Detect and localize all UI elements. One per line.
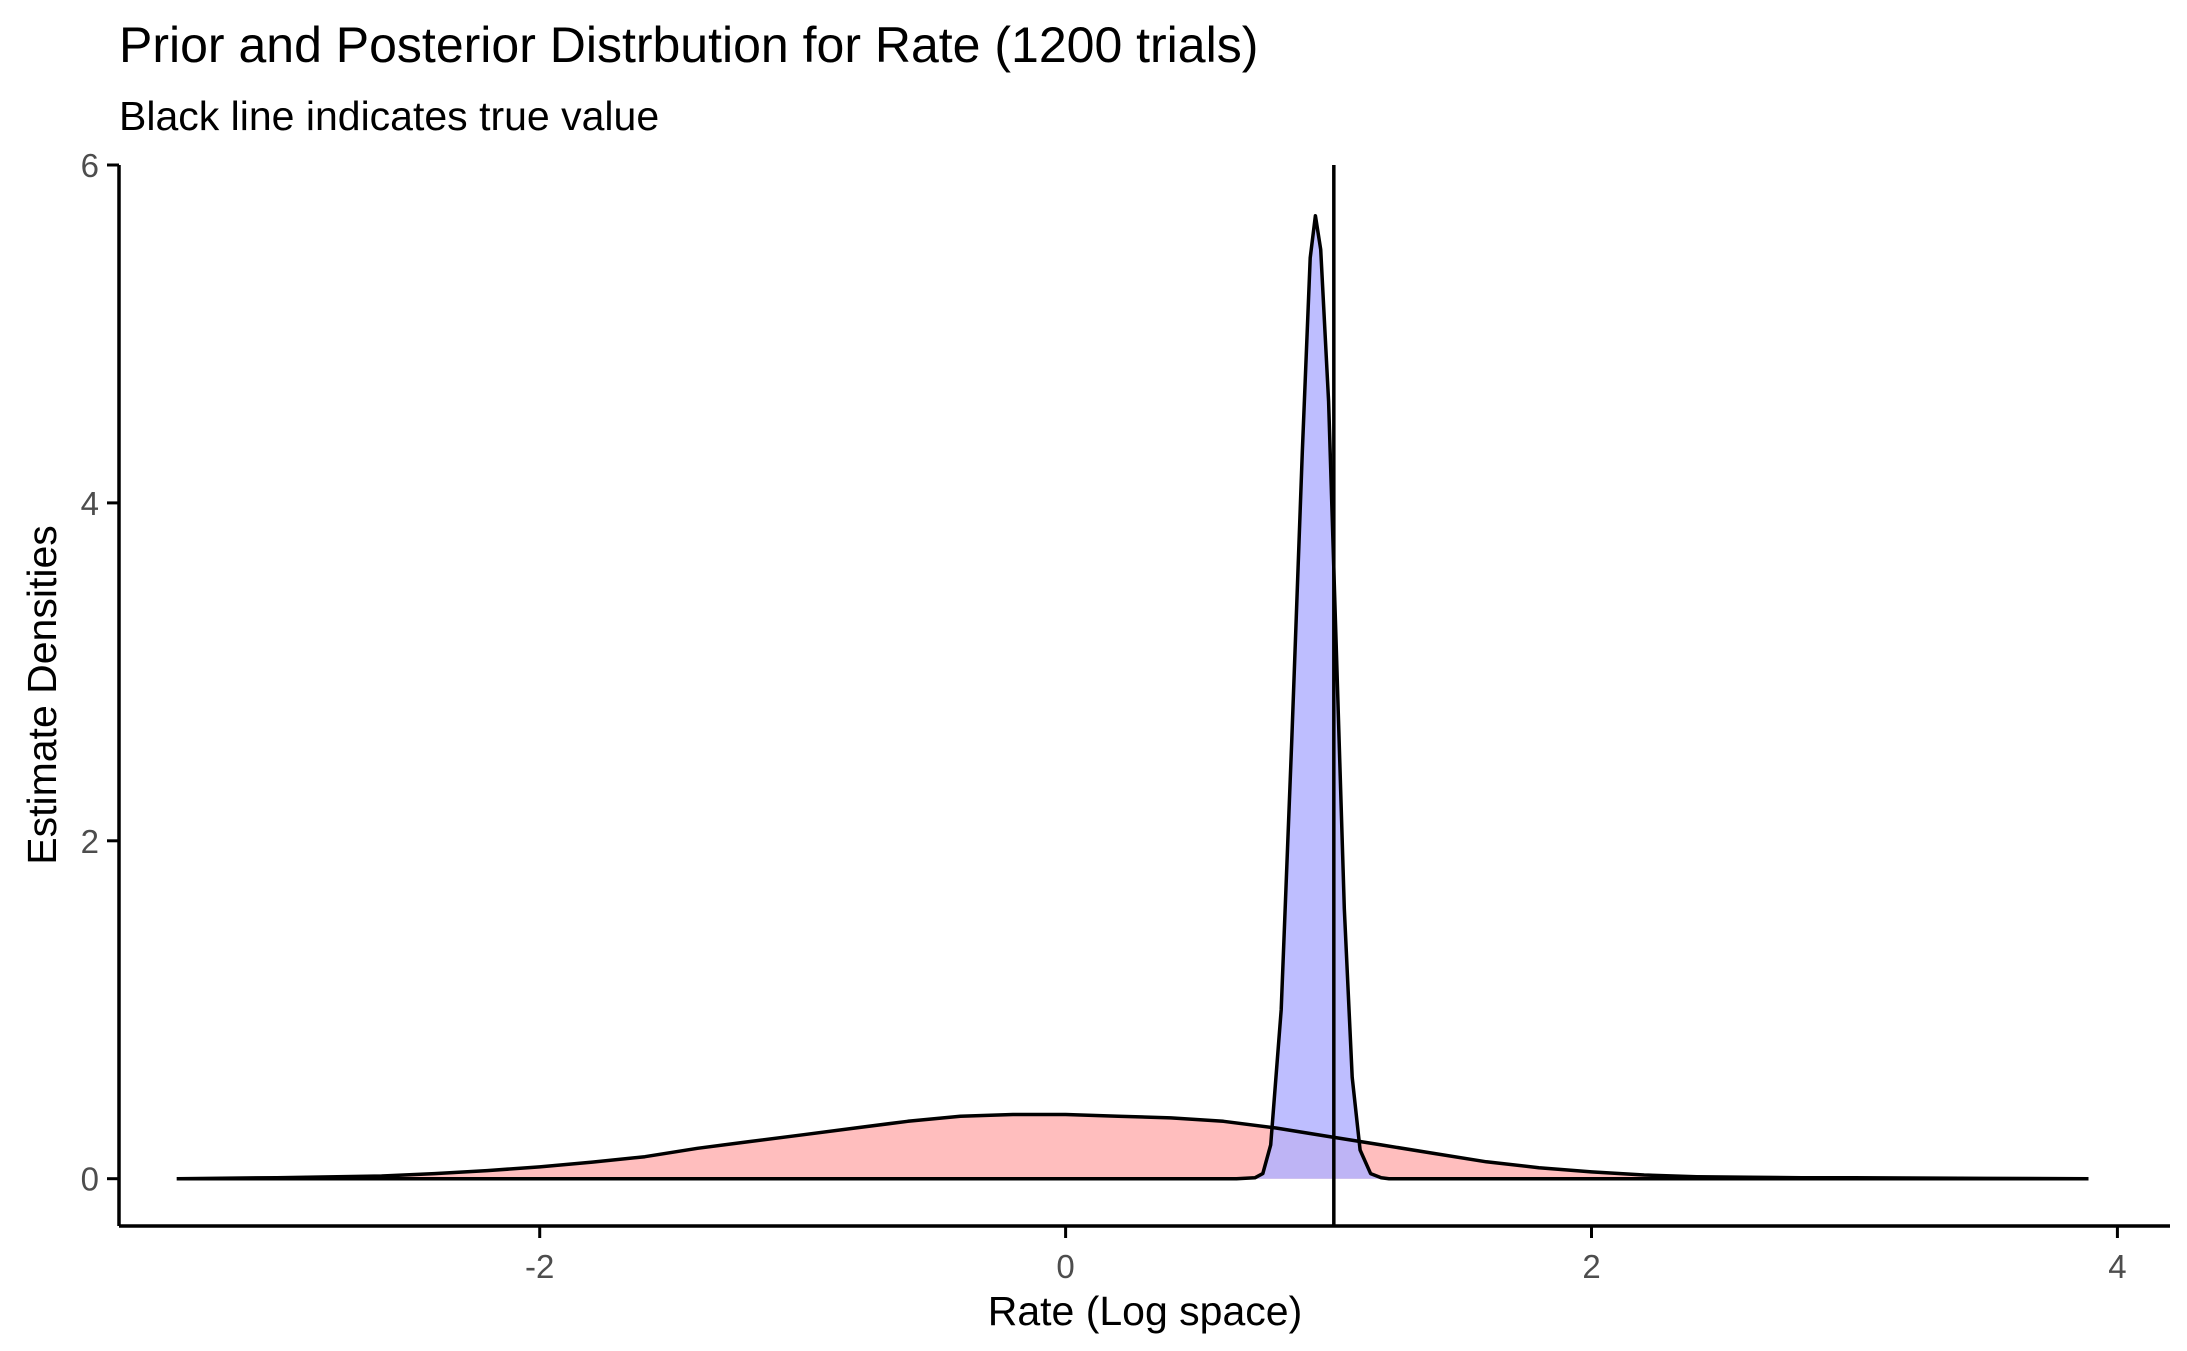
chart-subtitle: Black line indicates true value — [119, 93, 659, 139]
density-curve-2 — [176, 213, 2089, 1181]
y-tick-label: 0 — [81, 1161, 99, 1198]
x-tick-label: 2 — [1582, 1248, 1600, 1285]
y-tick-label: 2 — [81, 823, 99, 860]
density-areas — [176, 215, 2089, 1179]
x-tick-label: 0 — [1056, 1248, 1074, 1285]
x-ticks: -2 0 2 4 — [525, 1226, 2127, 1285]
x-tick-label: 4 — [2108, 1248, 2126, 1285]
density-area-2 — [176, 215, 2089, 1179]
y-tick-label: 6 — [81, 147, 99, 184]
y-tick-label: 4 — [81, 485, 99, 522]
chart-title: Prior and Posterior Distrbution for Rate… — [119, 17, 1258, 73]
y-ticks: 0 2 4 6 — [81, 147, 119, 1198]
y-axis-label: Estimate Densities — [19, 525, 65, 865]
density-curves — [176, 213, 2089, 1181]
x-tick-label: -2 — [525, 1248, 554, 1285]
density-area-1 — [176, 1114, 2089, 1179]
x-axis-label: Rate (Log space) — [988, 1288, 1303, 1334]
